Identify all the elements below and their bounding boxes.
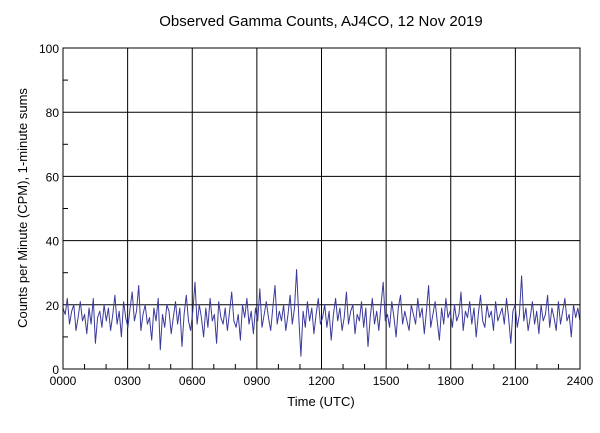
- x-tick-label: 0900: [244, 374, 271, 388]
- x-tick-label: 2400: [567, 374, 594, 388]
- x-tick-label: 1500: [373, 374, 400, 388]
- y-tick-label: 100: [39, 42, 59, 56]
- grid: [62, 47, 581, 370]
- x-tick-label: 0000: [50, 374, 77, 388]
- x-tick-label: 1800: [437, 374, 464, 388]
- y-tick-label: 60: [46, 170, 60, 184]
- x-tick-label: 1200: [308, 374, 335, 388]
- y-axis-label: Counts per Minute (CPM), 1-minute sums: [15, 88, 30, 328]
- plot-frame: [62, 47, 581, 370]
- y-tick-label: 80: [46, 106, 60, 120]
- series-line: [62, 269, 581, 357]
- axis-ticks: 0000 0300 0600 0900 1200 1500 1800 2100 2400 0 20 4…: [39, 42, 594, 388]
- x-tick-label: 0300: [114, 374, 141, 388]
- y-tick-label: 20: [46, 299, 60, 313]
- chart-title: Observed Gamma Counts, AJ4CO, 12 Nov 201…: [159, 13, 483, 30]
- y-tick-label: 0: [52, 363, 59, 377]
- x-tick-label: 0600: [179, 374, 206, 388]
- y-tick-label: 40: [46, 235, 60, 249]
- x-axis-label: Time (UTC): [287, 394, 354, 409]
- x-tick-label: 2100: [502, 374, 529, 388]
